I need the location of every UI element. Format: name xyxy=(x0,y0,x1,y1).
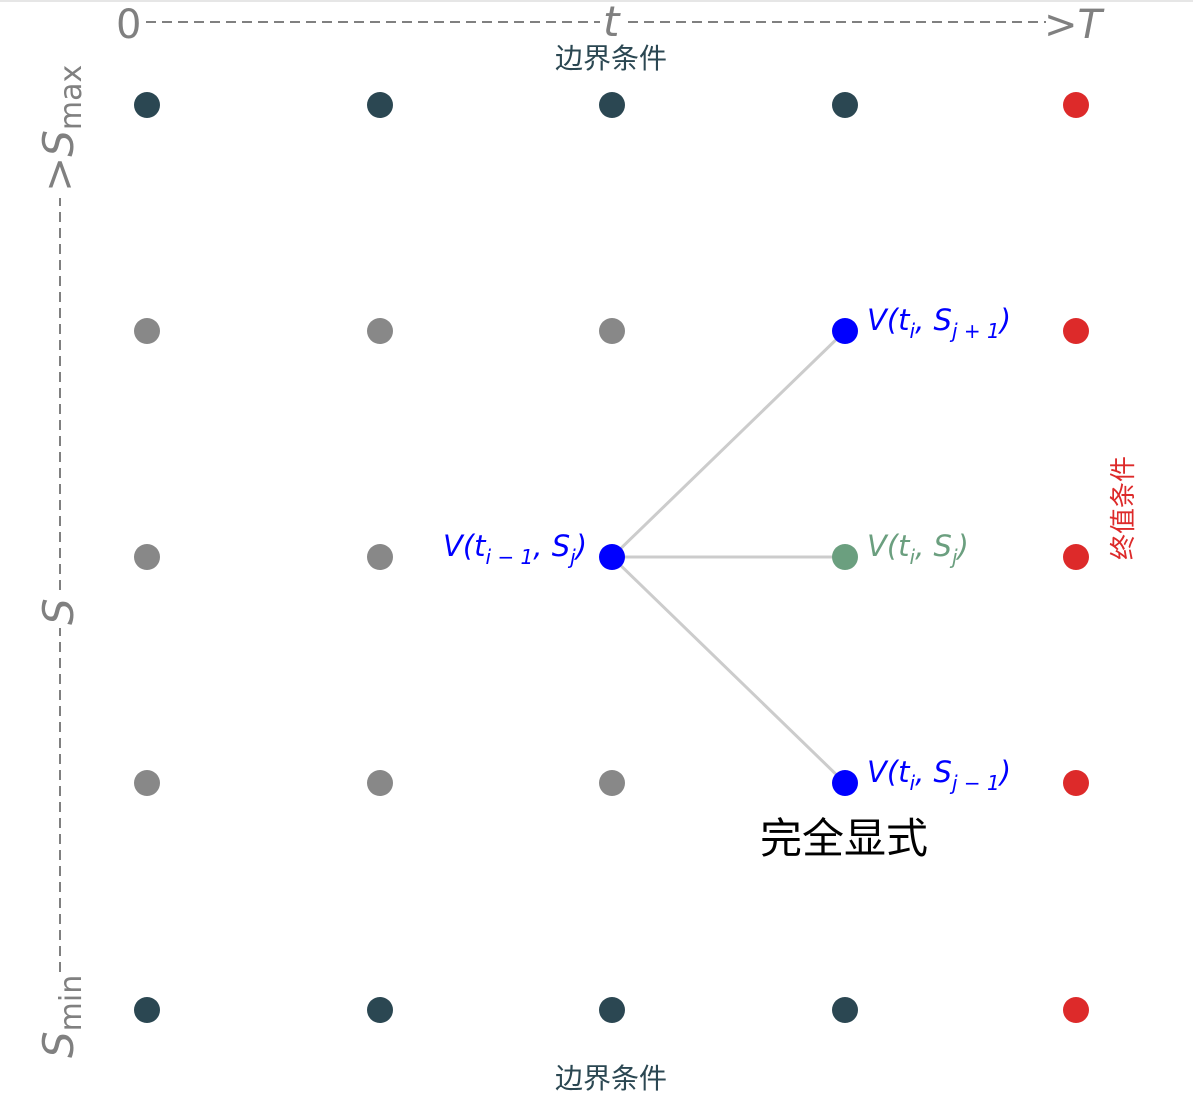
svg-text:>Smax: >Smax xyxy=(34,65,89,192)
center-node xyxy=(832,544,858,570)
boundary-node xyxy=(599,997,625,1023)
source-node xyxy=(599,544,625,570)
interior-node xyxy=(134,544,160,570)
stencil-links xyxy=(610,329,847,785)
terminal-node xyxy=(1063,318,1089,344)
interior-node xyxy=(134,770,160,796)
boundary-node xyxy=(367,92,393,118)
boundary-top-label: 边界条件 xyxy=(555,42,667,75)
time-axis-start-label: 0 xyxy=(116,2,141,48)
interior-node xyxy=(134,318,160,344)
svg-text:Smin: Smin xyxy=(34,975,89,1058)
terminal-condition-label: 终值条件 xyxy=(1109,456,1139,560)
time-axis-end-label: >T xyxy=(1044,2,1106,48)
interior-node xyxy=(367,318,393,344)
interior-node xyxy=(599,770,625,796)
boundary-node xyxy=(832,997,858,1023)
stencil-link-lower xyxy=(610,555,847,785)
upper-node xyxy=(832,318,858,344)
grid-nodes xyxy=(134,92,1089,1023)
upper-node-label: V(ti, Sj + 1) xyxy=(867,303,1011,343)
space-axis-mid-label: S xyxy=(34,598,83,625)
space-axis: Smin S >Smax xyxy=(34,65,89,1058)
center-node-label: V(ti, Sj) xyxy=(867,529,969,569)
boundary-node xyxy=(134,997,160,1023)
terminal-node xyxy=(1063,997,1089,1023)
stencil-link-upper xyxy=(610,329,847,559)
boundary-node xyxy=(599,92,625,118)
svg-text:终值条件: 终值条件 xyxy=(1109,456,1139,560)
time-axis: 0 t >T xyxy=(116,0,1106,48)
svg-text:S: S xyxy=(34,598,83,625)
space-axis-max-label: >Smax xyxy=(34,65,89,192)
boundary-node xyxy=(134,92,160,118)
terminal-node xyxy=(1063,92,1089,118)
interior-node xyxy=(599,318,625,344)
boundary-node xyxy=(832,92,858,118)
terminal-node xyxy=(1063,544,1089,570)
time-axis-mid-label: t xyxy=(603,0,621,46)
interior-node xyxy=(367,544,393,570)
scheme-label: 完全显式 xyxy=(760,814,928,863)
space-axis-min-label: Smin xyxy=(34,975,89,1058)
boundary-bottom-label: 边界条件 xyxy=(555,1062,667,1095)
top-border xyxy=(0,0,1193,2)
lower-node xyxy=(832,770,858,796)
interior-node xyxy=(367,770,393,796)
lower-node-label: V(ti, Sj − 1) xyxy=(867,755,1011,795)
source-node-label: V(ti − 1, Sj) xyxy=(443,529,587,569)
terminal-node xyxy=(1063,770,1089,796)
boundary-node xyxy=(367,997,393,1023)
